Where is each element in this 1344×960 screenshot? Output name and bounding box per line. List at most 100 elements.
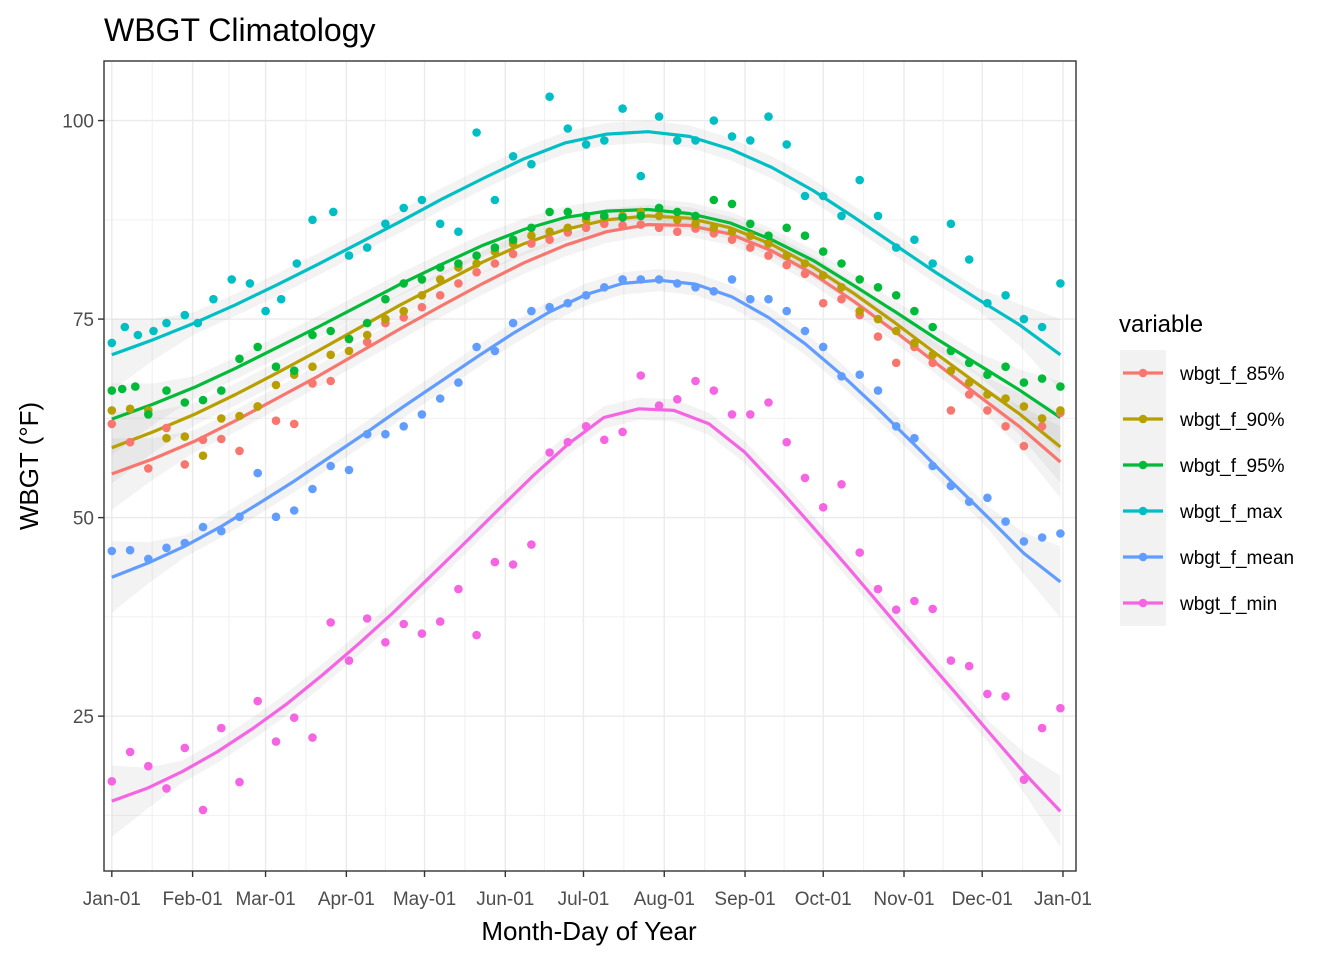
data-point <box>800 473 810 483</box>
data-point <box>417 275 427 284</box>
data-point <box>344 465 354 475</box>
data-point <box>910 433 919 443</box>
y-axis-title: WBGT (°F) <box>14 402 44 530</box>
data-point <box>180 398 190 407</box>
data-point <box>545 235 554 244</box>
legend-key-point <box>1138 552 1148 562</box>
data-point <box>417 195 427 205</box>
data-point <box>344 656 354 665</box>
legend-label: wbgt_f_min <box>1179 594 1277 615</box>
data-point <box>673 395 682 404</box>
data-point <box>746 231 755 240</box>
x-tick-label: Apr-01 <box>318 889 375 910</box>
data-point <box>235 777 244 787</box>
data-point <box>508 249 518 259</box>
data-point <box>527 306 536 316</box>
data-point <box>107 386 117 395</box>
data-point <box>946 406 956 415</box>
data-point <box>454 584 463 594</box>
data-point <box>289 419 299 429</box>
confidence-band-0 <box>111 213 1061 510</box>
data-point <box>618 213 627 222</box>
data-point <box>162 386 171 395</box>
data-point <box>344 346 354 356</box>
data-point <box>964 661 974 671</box>
data-point <box>727 410 737 419</box>
data-point <box>362 429 372 439</box>
data-point <box>891 291 901 300</box>
data-point <box>180 538 190 548</box>
data-point <box>691 219 700 229</box>
data-point <box>253 696 262 706</box>
data-point <box>527 540 536 549</box>
data-point <box>673 136 682 145</box>
data-point <box>133 330 143 340</box>
data-point <box>800 191 810 201</box>
data-point <box>198 395 208 405</box>
data-point <box>837 480 846 489</box>
data-point <box>381 429 390 439</box>
data-point <box>654 401 664 410</box>
data-point <box>928 461 937 471</box>
data-point <box>399 306 409 316</box>
data-point <box>162 318 171 328</box>
data-point <box>563 207 573 217</box>
data-point <box>746 294 755 304</box>
legend-label: wbgt_f_mean <box>1179 548 1294 569</box>
data-point <box>435 394 445 403</box>
data-point <box>964 378 974 387</box>
data-point <box>329 207 338 217</box>
data-point <box>709 287 719 296</box>
data-point <box>198 805 208 815</box>
data-point <box>654 275 664 284</box>
data-point <box>149 326 158 336</box>
data-point <box>891 358 901 368</box>
data-point <box>654 112 664 121</box>
data-point <box>800 269 810 279</box>
data-point <box>764 294 773 304</box>
data-point <box>1019 775 1029 784</box>
x-tick-label: May-01 <box>393 889 456 910</box>
confidence-band-3 <box>111 120 1061 391</box>
data-point <box>983 493 992 503</box>
data-point <box>131 382 140 391</box>
data-point <box>107 338 117 348</box>
data-point <box>217 526 226 536</box>
data-point <box>1037 422 1047 431</box>
data-point <box>983 406 992 415</box>
data-point <box>691 136 700 145</box>
smooth-line-0 <box>111 223 1062 476</box>
panel-border <box>103 60 1077 872</box>
smooth-line-5 <box>111 407 1062 813</box>
data-point <box>399 279 409 288</box>
data-point <box>746 136 755 145</box>
data-point <box>125 545 135 555</box>
data-point <box>983 689 992 699</box>
data-point <box>691 376 700 386</box>
data-point <box>618 104 627 113</box>
data-point <box>581 211 591 221</box>
data-point <box>399 313 409 322</box>
data-point <box>1056 529 1065 538</box>
data-point <box>435 275 445 284</box>
data-point <box>1001 362 1010 372</box>
data-point <box>235 446 244 456</box>
legend-label: wbgt_f_90% <box>1179 410 1285 431</box>
data-point <box>1001 291 1010 300</box>
data-point <box>381 294 390 304</box>
data-point <box>1037 723 1047 733</box>
data-point <box>399 619 409 629</box>
data-point <box>435 219 445 229</box>
data-point <box>508 318 518 328</box>
data-point <box>818 298 828 308</box>
data-point <box>362 614 372 623</box>
data-point <box>618 275 627 284</box>
legend-key-point <box>1138 506 1148 516</box>
data-point <box>180 310 190 320</box>
data-point <box>227 275 236 284</box>
data-point <box>709 195 719 205</box>
y-tick-label: 50 <box>73 509 94 530</box>
data-point <box>344 334 354 344</box>
data-point <box>746 219 755 229</box>
data-point <box>253 468 262 478</box>
